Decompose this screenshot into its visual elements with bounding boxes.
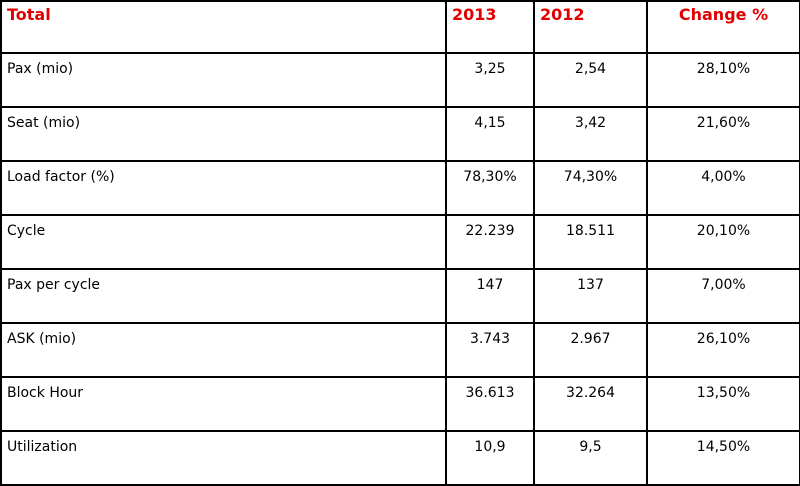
value-2013: 4,15 <box>445 106 535 162</box>
row-label: Pax (mio) <box>0 52 447 108</box>
value-2012: 18.511 <box>533 214 648 270</box>
value-change: 7,00% <box>646 268 800 324</box>
value-2013: 10,9 <box>445 430 535 486</box>
table-row: Seat (mio) 4,15 3,42 21,60% <box>0 106 800 162</box>
value-change: 28,10% <box>646 52 800 108</box>
row-label: Cycle <box>0 214 447 270</box>
value-change: 4,00% <box>646 160 800 216</box>
table-row: Pax (mio) 3,25 2,54 28,10% <box>0 52 800 108</box>
header-2013: 2013 <box>445 0 535 54</box>
value-change: 14,50% <box>646 430 800 486</box>
value-2013: 3.743 <box>445 322 535 378</box>
value-2012: 3,42 <box>533 106 648 162</box>
table-row: Block Hour 36.613 32.264 13,50% <box>0 376 800 432</box>
value-change: 20,10% <box>646 214 800 270</box>
table-row: Cycle 22.239 18.511 20,10% <box>0 214 800 270</box>
value-2012: 137 <box>533 268 648 324</box>
row-label: Pax per cycle <box>0 268 447 324</box>
value-2013: 36.613 <box>445 376 535 432</box>
row-label: Block Hour <box>0 376 447 432</box>
table-row: Utilization 10,9 9,5 14,50% <box>0 430 800 486</box>
value-change: 13,50% <box>646 376 800 432</box>
value-2012: 9,5 <box>533 430 648 486</box>
value-change: 21,60% <box>646 106 800 162</box>
value-2012: 2,54 <box>533 52 648 108</box>
value-2012: 32.264 <box>533 376 648 432</box>
row-label: Seat (mio) <box>0 106 447 162</box>
value-2013: 22.239 <box>445 214 535 270</box>
table-row: ASK (mio) 3.743 2.967 26,10% <box>0 322 800 378</box>
table-row: Load factor (%) 78,30% 74,30% 4,00% <box>0 160 800 216</box>
value-2013: 78,30% <box>445 160 535 216</box>
table-row: Pax per cycle 147 137 7,00% <box>0 268 800 324</box>
row-label: ASK (mio) <box>0 322 447 378</box>
header-change: Change % <box>646 0 800 54</box>
value-2013: 3,25 <box>445 52 535 108</box>
value-2012: 74,30% <box>533 160 648 216</box>
header-2012: 2012 <box>533 0 648 54</box>
header-total: Total <box>0 0 447 54</box>
value-2013: 147 <box>445 268 535 324</box>
row-label: Load factor (%) <box>0 160 447 216</box>
header-row: Total 2013 2012 Change % <box>0 0 800 54</box>
value-2012: 2.967 <box>533 322 648 378</box>
row-label: Utilization <box>0 430 447 486</box>
value-change: 26,10% <box>646 322 800 378</box>
